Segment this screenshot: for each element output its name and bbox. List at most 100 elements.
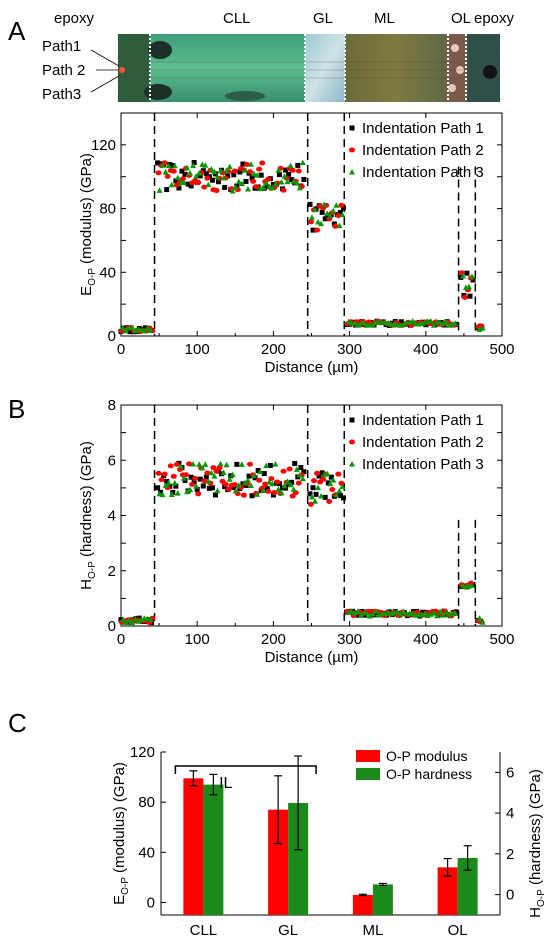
data-point-path-1 [289, 177, 295, 183]
data-point-path-2 [189, 481, 196, 487]
data-point-path-3 [123, 327, 130, 334]
data-point-path-3 [345, 318, 352, 325]
data-point-path-3 [339, 211, 346, 218]
x-tick-label: 300 [337, 631, 362, 648]
data-point-path-3 [263, 179, 270, 186]
data-point-path-3 [354, 608, 361, 614]
data-point-path-1 [209, 485, 215, 491]
data-point-path-1 [286, 171, 292, 177]
data-point-path-2 [204, 470, 211, 476]
data-point-path-3 [336, 487, 343, 494]
data-point-path-3 [436, 608, 443, 615]
data-point-path-1 [185, 181, 191, 187]
data-point-path-3 [452, 610, 459, 616]
data-point-path-1 [188, 474, 194, 480]
data-point-path-1 [234, 461, 240, 467]
data-point-path-3 [366, 613, 373, 619]
x-tick-label: 200 [261, 341, 286, 358]
data-point-path-3 [394, 608, 401, 615]
data-point-path-2 [253, 184, 260, 190]
data-point-path-3 [162, 482, 169, 488]
data-point-path-2 [158, 477, 165, 483]
region-label-ol: OL [451, 10, 472, 27]
data-point-path-3 [244, 477, 251, 483]
x-tick-label: 200 [261, 631, 286, 648]
data-point-path-3 [382, 610, 389, 617]
data-point-path-1 [237, 169, 243, 175]
data-point-path-3 [321, 201, 328, 207]
data-point-path-3 [269, 480, 276, 487]
bar-o-p-modulus [183, 778, 204, 915]
data-point-path-3 [468, 582, 475, 588]
x-axis-label: Distance (µm) [265, 359, 359, 376]
data-point-path-3 [272, 180, 279, 187]
data-points [118, 159, 486, 335]
data-point-path-3 [476, 615, 483, 621]
data-point-path-1 [197, 476, 203, 482]
data-point-path-2 [170, 473, 177, 479]
data-points [118, 460, 486, 626]
data-point-path-3 [156, 187, 163, 193]
data-point-path-3 [330, 207, 337, 214]
data-point-path-1 [231, 485, 237, 491]
data-point-path-2 [170, 168, 177, 174]
data-point-path-1 [155, 160, 161, 166]
data-point-path-3 [251, 170, 258, 177]
data-point-path-1 [188, 183, 194, 189]
data-point-path-3 [187, 486, 194, 492]
data-point-path-1 [176, 185, 182, 191]
data-point-path-3 [168, 181, 175, 188]
data-point-path-3 [333, 491, 340, 498]
data-point-path-3 [235, 482, 242, 488]
data-point-path-1 [319, 209, 325, 215]
legend-label-2: O-P hardness [386, 766, 472, 782]
data-point-path-1 [246, 473, 252, 479]
data-point-path-1 [298, 465, 304, 471]
data-point-path-1 [322, 494, 328, 500]
data-point-path-3 [251, 472, 258, 479]
bar-o-p-hardness [203, 784, 224, 915]
data-point-path-3 [372, 608, 379, 614]
data-point-path-2 [222, 481, 229, 487]
data-point-path-3 [171, 162, 178, 169]
right-tick-label: 4 [506, 805, 514, 822]
data-point-path-3 [296, 184, 303, 191]
data-point-path-1 [420, 609, 426, 615]
data-point-path-3 [232, 184, 239, 190]
data-point-path-2 [167, 463, 174, 469]
left-axis-label: EO-P (modulus) (GPa) [111, 762, 131, 905]
data-point-path-2 [274, 479, 281, 485]
data-point-path-3 [315, 484, 322, 491]
data-point-path-1 [212, 492, 218, 498]
data-point-path-3 [260, 184, 267, 190]
data-point-path-3 [269, 184, 276, 191]
data-point-path-3 [193, 483, 200, 489]
data-point-path-2 [326, 499, 333, 505]
x-tick-label: 0 [117, 341, 125, 358]
data-point-path-1 [301, 469, 307, 475]
data-point-path-3 [284, 478, 291, 484]
data-point-path-1 [249, 493, 255, 499]
data-point-path-3 [440, 612, 447, 618]
data-point-path-3 [119, 324, 126, 331]
data-point-path-3 [436, 319, 443, 325]
data-point-path-1 [164, 478, 170, 484]
panel-letter-c: C [8, 708, 27, 738]
data-point-path-3 [217, 167, 224, 174]
data-point-path-2 [329, 487, 336, 493]
data-point-path-2 [173, 461, 180, 467]
data-point-path-3 [312, 498, 319, 504]
data-point-path-3 [202, 162, 209, 168]
data-point-path-3 [226, 476, 233, 482]
data-point-path-3 [400, 321, 407, 327]
panel-letter-b: B [8, 394, 26, 424]
data-point-path-3 [299, 159, 306, 166]
data-point-path-2 [250, 178, 257, 184]
data-point-path-1 [170, 489, 176, 495]
legend-label-path-1: Indentation Path 1 [362, 120, 484, 137]
data-point-path-2 [256, 166, 263, 172]
data-point-path-1 [203, 474, 209, 480]
data-point-path-3 [254, 491, 261, 497]
data-point-path-3 [281, 173, 288, 179]
